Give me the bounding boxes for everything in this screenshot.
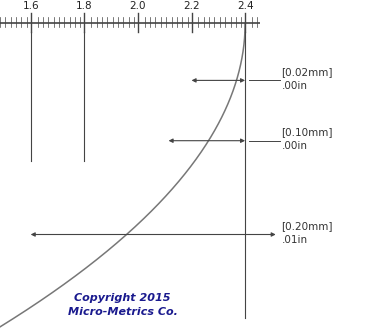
Text: [0.02mm]
.00in: [0.02mm] .00in: [282, 67, 333, 91]
Text: 2.0: 2.0: [129, 1, 146, 11]
Text: [0.10mm]
.00in: [0.10mm] .00in: [282, 127, 333, 151]
Text: 1.8: 1.8: [76, 1, 93, 11]
Text: Copyright 2015
Micro-Metrics Co.: Copyright 2015 Micro-Metrics Co.: [68, 293, 177, 317]
Text: 1.6: 1.6: [22, 1, 39, 11]
Text: 2.4: 2.4: [237, 1, 254, 11]
Text: [0.20mm]
.01in: [0.20mm] .01in: [282, 221, 333, 245]
Text: 2.2: 2.2: [183, 1, 200, 11]
